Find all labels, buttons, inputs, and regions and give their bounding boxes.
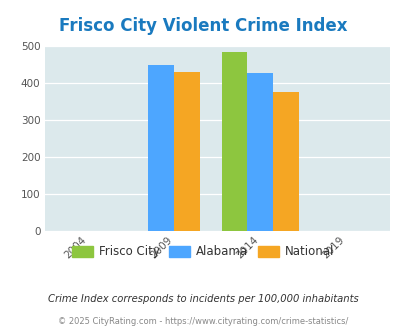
Bar: [174, 72, 200, 231]
Text: Frisco City Violent Crime Index: Frisco City Violent Crime Index: [59, 16, 346, 35]
Text: © 2025 CityRating.com - https://www.cityrating.com/crime-statistics/: © 2025 CityRating.com - https://www.city…: [58, 317, 347, 326]
Bar: [221, 52, 247, 231]
Bar: [247, 73, 273, 231]
Text: Crime Index corresponds to incidents per 100,000 inhabitants: Crime Index corresponds to incidents per…: [47, 294, 358, 304]
Legend: Frisco City, Alabama, National: Frisco City, Alabama, National: [67, 241, 338, 263]
Bar: [273, 92, 298, 231]
Bar: [148, 65, 174, 231]
